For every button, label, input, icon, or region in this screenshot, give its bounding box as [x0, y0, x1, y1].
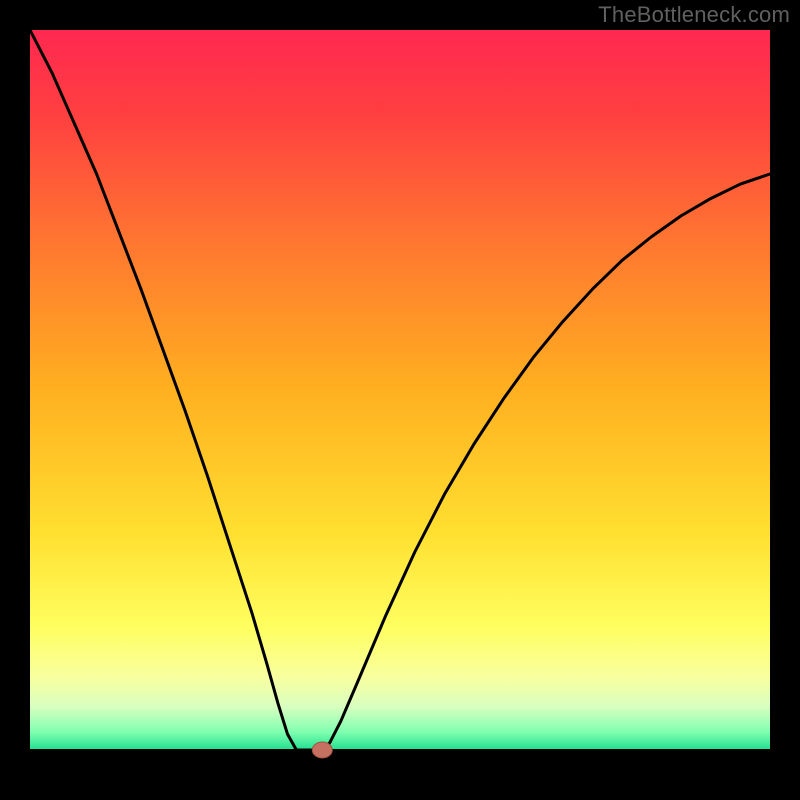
chart-svg [0, 0, 800, 800]
plot-background [30, 30, 770, 750]
optimal-point-marker [312, 742, 332, 758]
watermark-text: TheBottleneck.com [598, 2, 790, 28]
bottleneck-chart: TheBottleneck.com [0, 0, 800, 800]
